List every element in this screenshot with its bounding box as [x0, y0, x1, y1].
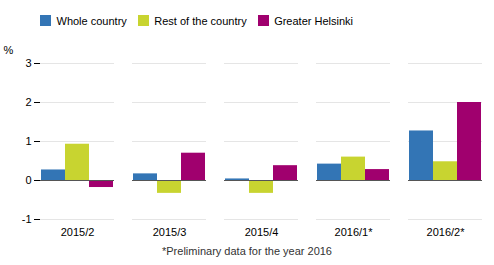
- svg-text:2015/4: 2015/4: [245, 226, 279, 238]
- svg-text:2: 2: [25, 96, 31, 108]
- svg-text:%: %: [4, 44, 14, 56]
- svg-text:0: 0: [25, 174, 31, 186]
- svg-text:3: 3: [25, 57, 31, 69]
- html-text:Greater Helsinki: Greater Helsinki: [274, 14, 353, 27]
- svg-text:-1: -1: [22, 213, 32, 225]
- svg-text:2016/1*: 2016/1*: [335, 226, 374, 238]
- html-text:Whole country: Whole country: [56, 14, 127, 27]
- svg-text:2016/2*: 2016/2*: [427, 226, 466, 238]
- svg-text:2015/2: 2015/2: [61, 226, 95, 238]
- html-text:*Preliminary data for the year: *Preliminary data for the year 2016: [162, 244, 332, 257]
- html-text:Rest of the country: Rest of the country: [154, 14, 247, 27]
- svg-text:2015/3: 2015/3: [153, 226, 187, 238]
- svg-text:1: 1: [25, 135, 31, 147]
